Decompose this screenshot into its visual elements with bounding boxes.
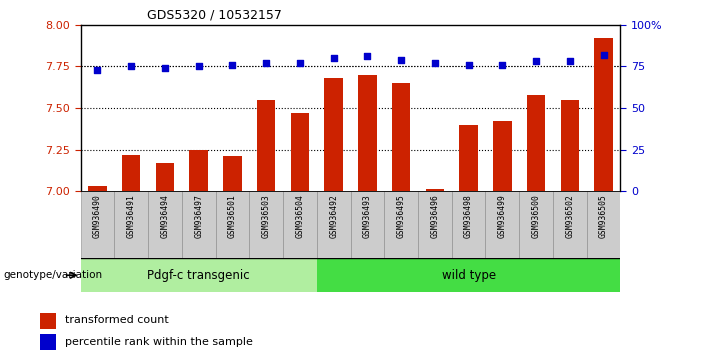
Text: GSM936500: GSM936500 <box>531 195 540 238</box>
Text: GSM936498: GSM936498 <box>464 195 473 238</box>
Point <box>531 58 542 64</box>
Bar <box>317 191 350 258</box>
Text: genotype/variation: genotype/variation <box>4 270 102 280</box>
Bar <box>216 191 250 258</box>
Text: GSM936499: GSM936499 <box>498 195 507 238</box>
Point <box>125 63 137 69</box>
Bar <box>526 95 545 191</box>
Bar <box>40 313 55 329</box>
Bar <box>553 191 587 258</box>
Text: GSM936491: GSM936491 <box>127 195 136 238</box>
Text: GSM936502: GSM936502 <box>565 195 574 238</box>
Text: GSM936505: GSM936505 <box>599 195 608 238</box>
Bar <box>594 38 613 191</box>
Bar <box>317 258 620 292</box>
Bar <box>451 191 485 258</box>
Bar <box>250 191 283 258</box>
Text: GSM936497: GSM936497 <box>194 195 203 238</box>
Text: GSM936492: GSM936492 <box>329 195 338 238</box>
Text: percentile rank within the sample: percentile rank within the sample <box>64 337 252 347</box>
Bar <box>587 191 620 258</box>
Point <box>598 52 609 58</box>
Bar <box>426 189 444 191</box>
Text: GSM936503: GSM936503 <box>261 195 271 238</box>
Point <box>362 53 373 59</box>
Point <box>497 62 508 68</box>
Point <box>564 58 576 64</box>
Bar <box>291 113 309 191</box>
Text: GSM936501: GSM936501 <box>228 195 237 238</box>
Point <box>92 67 103 73</box>
Bar <box>358 75 376 191</box>
Bar <box>182 191 216 258</box>
Point <box>227 62 238 68</box>
Bar <box>384 191 418 258</box>
Text: GSM936490: GSM936490 <box>93 195 102 238</box>
Bar <box>81 191 114 258</box>
Bar <box>392 83 410 191</box>
Point <box>429 60 440 66</box>
Bar <box>40 334 55 350</box>
Bar <box>148 191 182 258</box>
Bar <box>325 78 343 191</box>
Bar <box>485 191 519 258</box>
Bar <box>122 155 140 191</box>
Bar <box>350 191 384 258</box>
Text: wild type: wild type <box>442 269 496 282</box>
Point <box>159 65 170 71</box>
Bar <box>459 125 478 191</box>
Point <box>395 57 407 63</box>
Point <box>463 62 474 68</box>
Bar <box>223 156 242 191</box>
Bar <box>519 191 553 258</box>
Text: GSM936493: GSM936493 <box>363 195 372 238</box>
Point <box>193 63 204 69</box>
Text: transformed count: transformed count <box>64 315 168 325</box>
Bar <box>81 258 317 292</box>
Point <box>261 60 272 66</box>
Text: GSM936496: GSM936496 <box>430 195 440 238</box>
Bar <box>114 191 148 258</box>
Bar <box>189 149 208 191</box>
Bar <box>88 186 107 191</box>
Text: GSM936495: GSM936495 <box>397 195 406 238</box>
Bar <box>257 99 275 191</box>
Bar <box>283 191 317 258</box>
Text: Pdgf-c transgenic: Pdgf-c transgenic <box>147 269 250 282</box>
Bar <box>561 99 579 191</box>
Bar <box>493 121 512 191</box>
Text: GSM936494: GSM936494 <box>161 195 170 238</box>
Text: GSM936504: GSM936504 <box>295 195 304 238</box>
Point <box>328 55 339 61</box>
Bar <box>418 191 451 258</box>
Point <box>294 60 306 66</box>
Text: GDS5320 / 10532157: GDS5320 / 10532157 <box>147 9 282 22</box>
Bar <box>156 163 175 191</box>
